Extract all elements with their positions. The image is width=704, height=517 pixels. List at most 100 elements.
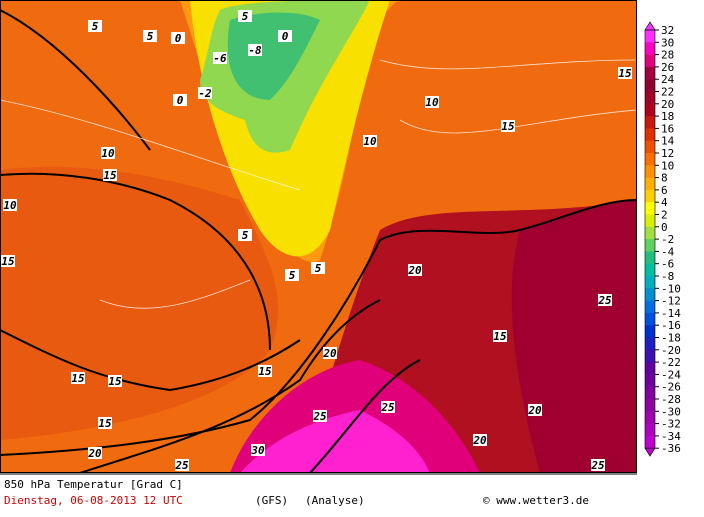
scale-swatch [645, 30, 655, 43]
contour-label-box [528, 404, 542, 416]
contour-label-box [175, 459, 189, 471]
run-type: (Analyse) [305, 494, 365, 507]
contour-label: 0 [177, 94, 184, 107]
contour-label: 15 [1, 255, 15, 268]
scale-label: -36 [661, 442, 681, 455]
contour-label-box [103, 169, 117, 181]
contour-label-box [598, 294, 612, 306]
scale-swatch [645, 165, 655, 179]
map-title: 850 hPa Temperatur [Grad C] [4, 478, 183, 491]
map-date: Dienstag, 06-08-2013 12 UTC [4, 494, 183, 507]
contour-label: 15 [258, 365, 272, 378]
contour-label: 5 [315, 262, 322, 275]
scale-label: 12 [661, 147, 674, 160]
scale-swatch [645, 399, 655, 412]
contour-label: 25 [597, 294, 612, 307]
scale-swatch [645, 79, 655, 92]
scale-swatch [645, 189, 655, 203]
scale-swatch [645, 411, 655, 425]
scale-swatch [645, 312, 655, 326]
contour-label: 25 [590, 459, 605, 472]
contour-label: 25 [174, 459, 189, 472]
scale-swatch [645, 362, 655, 375]
contour-label: 20 [407, 264, 422, 277]
scale-label: 30 [661, 36, 674, 49]
scale-swatch [645, 153, 655, 166]
scale-swatch [645, 263, 655, 277]
contour-label: 10 [363, 135, 377, 148]
contour-label: 5 [242, 10, 249, 23]
contour-label-box [143, 30, 157, 42]
scale-label: -10 [661, 282, 681, 295]
contour-label-box [213, 52, 227, 64]
scale-swatch [645, 337, 655, 351]
contour-label-box [108, 375, 122, 387]
contour-label-box [101, 147, 115, 159]
contour-label-box [258, 365, 272, 377]
scale-label: 6 [661, 184, 668, 197]
contour-label: 10 [425, 96, 439, 109]
scale-swatch [645, 386, 655, 400]
scale-swatch [645, 325, 655, 338]
scale-swatch [645, 128, 655, 142]
scale-label: 0 [661, 221, 668, 234]
scale-label: -32 [661, 418, 681, 431]
contour-label-box [173, 94, 187, 106]
scale-label: -22 [661, 356, 681, 369]
contour-label: 5 [242, 229, 249, 242]
scale-tip-bottom [644, 447, 656, 457]
contour-label-box [238, 10, 252, 22]
scale-label: 20 [661, 98, 674, 111]
contour-label: 15 [618, 67, 632, 80]
scale-label: -30 [661, 405, 681, 418]
contour-label-box [88, 20, 102, 32]
contour-label-box [1, 255, 15, 267]
credit: © www.wetter3.de [483, 494, 589, 507]
scale-swatch [645, 300, 655, 314]
scale-label: 26 [661, 61, 674, 74]
contour-label: 30 [250, 444, 265, 457]
contour-label-box [618, 67, 632, 79]
color-scale: 32302826242220181614121086420-2-4-6-8-10… [644, 21, 681, 457]
scale-swatch [645, 288, 655, 302]
scale-swatch [645, 42, 655, 56]
scale-label: -2 [661, 233, 674, 246]
contour-label-box [251, 444, 265, 456]
contour-label-box [408, 264, 422, 276]
scale-swatch [645, 103, 655, 117]
scale-swatch [645, 239, 655, 252]
contour-label: 20 [472, 434, 487, 447]
scale-label: -8 [661, 270, 674, 283]
scale-label: -26 [661, 381, 681, 394]
scale-swatch [645, 276, 655, 289]
scale-swatch [645, 349, 655, 363]
contour-label: 20 [322, 347, 337, 360]
contour-label: -8 [248, 44, 262, 57]
contour-label-box [425, 96, 439, 108]
scale-label: -12 [661, 295, 681, 308]
contour-label-box [71, 372, 85, 384]
contour-label-box [98, 417, 112, 429]
contour-label: -2 [198, 87, 212, 100]
contour-label: 10 [3, 199, 17, 212]
scale-swatch [645, 226, 655, 240]
contour-label-box [248, 44, 262, 56]
scale-label: 28 [661, 49, 674, 62]
contour-label-box [311, 262, 325, 274]
contour-label-box [363, 135, 377, 147]
map [0, 0, 637, 473]
contour-label-box [493, 330, 507, 342]
contour-label-box [473, 434, 487, 446]
contour-label: 20 [87, 447, 102, 460]
scale-label: -4 [661, 245, 675, 258]
contour-label-box [323, 347, 337, 359]
scale-label: -20 [661, 344, 681, 357]
contour-label-box [88, 447, 102, 459]
scale-swatch [645, 214, 655, 228]
contour-label: 15 [501, 120, 515, 133]
contour-label: 20 [527, 404, 542, 417]
scale-swatch [645, 177, 655, 191]
contour-label: 5 [147, 30, 154, 43]
contour-label-box [313, 410, 327, 422]
scale-label: -18 [661, 332, 681, 345]
